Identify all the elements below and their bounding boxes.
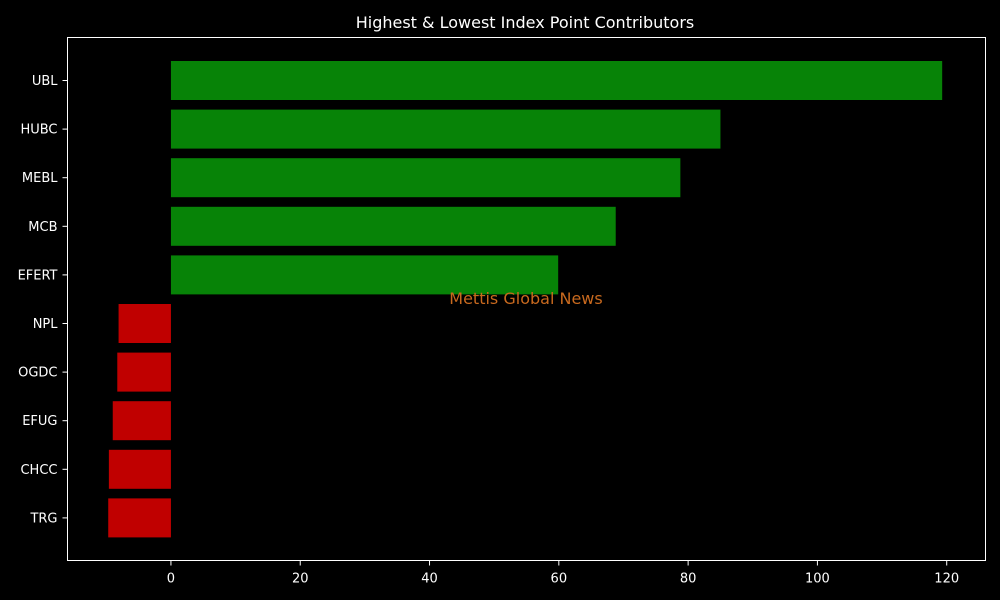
x-tick-label-20: 20	[292, 572, 309, 587]
x-tick-label-0: 0	[167, 572, 175, 587]
bar-hubc	[170, 109, 721, 149]
bar-efert	[170, 255, 559, 295]
bar-chcc	[108, 449, 171, 489]
bar-trg	[108, 498, 171, 538]
y-axis: UBL HUBC MEBL MCB EFERT NPL OGDC EFUG CHCC TRG	[18, 74, 68, 526]
bar-mcb	[170, 206, 616, 246]
chart-title: Highest & Lowest Index Point Contributor…	[356, 13, 695, 32]
plot-area-frame	[67, 37, 986, 561]
bar-mebl	[170, 158, 681, 198]
x-tick-label-80: 80	[680, 572, 697, 587]
x-tick-label-60: 60	[551, 572, 568, 587]
y-tick-label-hubc: HUBC	[20, 123, 57, 138]
x-tick-label-40: 40	[421, 572, 438, 587]
y-tick-label-chcc: CHCC	[20, 463, 57, 478]
x-tick-label-100: 100	[805, 572, 830, 587]
y-tick-label-ubl: UBL	[32, 74, 58, 89]
bars-layer	[108, 61, 943, 538]
watermark-text: Mettis Global News	[449, 289, 602, 308]
y-tick-label-efug: EFUG	[22, 414, 57, 429]
bar-efug	[112, 401, 171, 441]
bar-npl	[118, 304, 171, 343]
y-tick-label-npl: NPL	[33, 317, 59, 332]
y-tick-label-trg: TRG	[29, 511, 57, 526]
x-tick-label-120: 120	[934, 572, 959, 587]
bar-ubl	[170, 61, 943, 100]
y-tick-label-mebl: MEBL	[22, 171, 58, 186]
y-tick-label-mcb: MCB	[28, 220, 57, 235]
bar-ogdc	[117, 352, 171, 392]
x-axis: 0 20 40 60 80 100 120	[167, 560, 959, 587]
y-tick-label-efert: EFERT	[18, 268, 58, 283]
y-tick-label-ogdc: OGDC	[18, 366, 57, 381]
